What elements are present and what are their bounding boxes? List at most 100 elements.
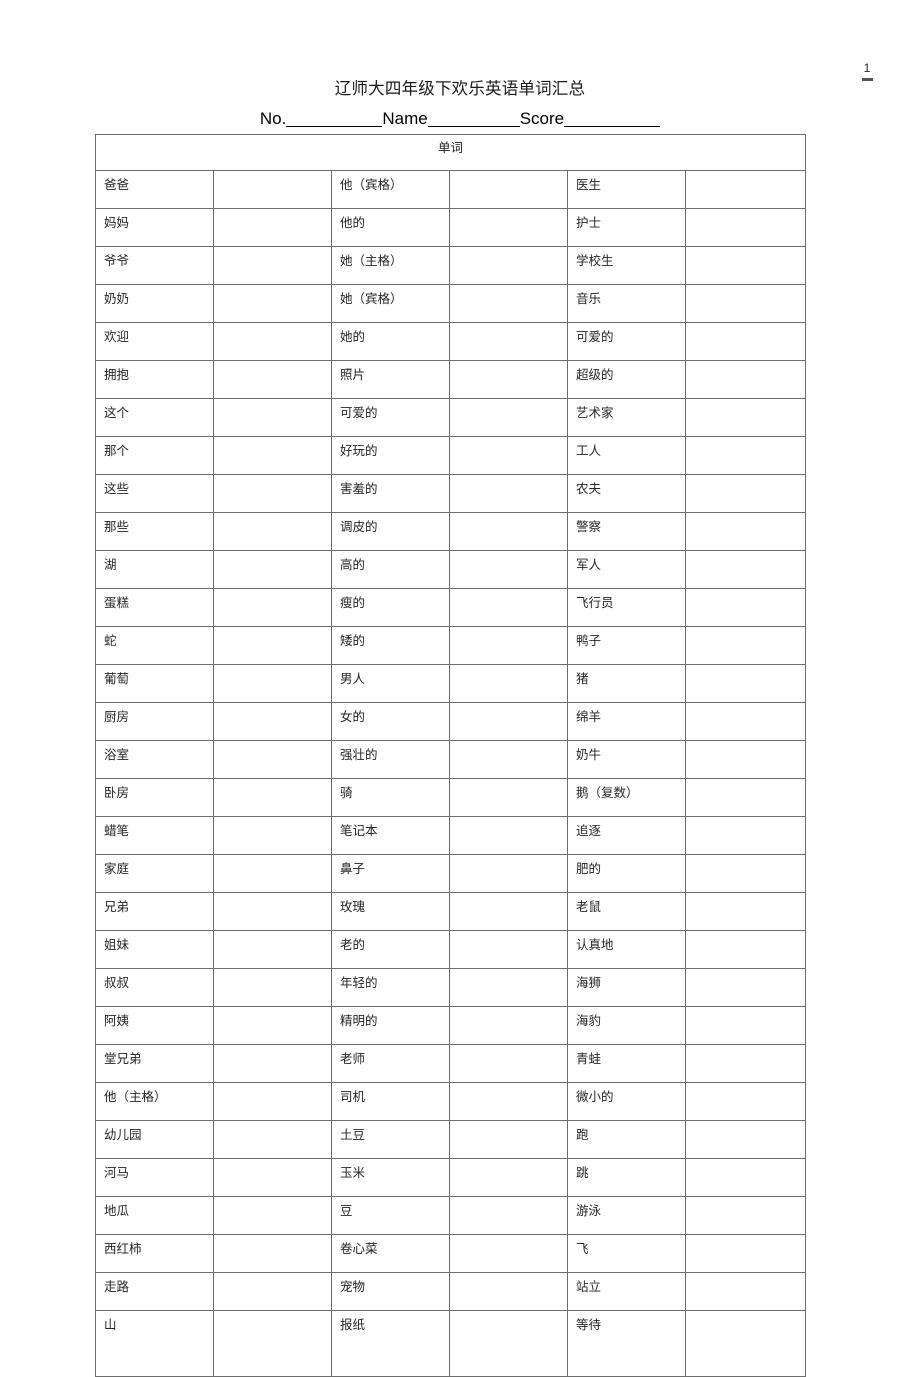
answer-cell[interactable] — [684, 1044, 807, 1083]
answer-cell[interactable] — [213, 322, 332, 361]
answer-cell[interactable] — [449, 588, 568, 627]
answer-cell[interactable] — [684, 664, 807, 703]
answer-cell[interactable] — [213, 588, 332, 627]
answer-cell[interactable] — [449, 930, 568, 969]
answer-cell[interactable] — [449, 778, 568, 817]
answer-cell[interactable] — [213, 664, 332, 703]
answer-cell[interactable] — [449, 702, 568, 741]
answer-cell[interactable] — [213, 436, 332, 475]
answer-cell[interactable] — [449, 854, 568, 893]
answer-cell[interactable] — [213, 170, 332, 209]
answer-cell[interactable] — [684, 322, 807, 361]
answer-cell[interactable] — [449, 398, 568, 437]
answer-cell[interactable] — [213, 1272, 332, 1311]
answer-cell[interactable] — [684, 550, 807, 589]
answer-cell[interactable] — [213, 1196, 332, 1235]
answer-cell[interactable] — [449, 322, 568, 361]
answer-cell[interactable] — [684, 930, 807, 969]
answer-cell[interactable] — [449, 1158, 568, 1197]
answer-cell[interactable] — [684, 1234, 807, 1273]
answer-cell[interactable] — [213, 930, 332, 969]
answer-cell[interactable] — [684, 1158, 807, 1197]
answer-cell[interactable] — [684, 778, 807, 817]
answer-cell[interactable] — [213, 284, 332, 323]
answer-cell[interactable] — [213, 208, 332, 247]
answer-cell[interactable] — [684, 170, 807, 209]
table-row: 河马 玉米 跳 — [95, 1158, 807, 1197]
answer-cell[interactable] — [449, 436, 568, 475]
answer-cell[interactable] — [213, 968, 332, 1007]
answer-cell[interactable] — [449, 740, 568, 779]
table-row: 湖 高的 军人 — [95, 550, 807, 589]
answer-cell[interactable] — [213, 816, 332, 855]
answer-cell[interactable] — [684, 1082, 807, 1121]
answer-cell[interactable] — [684, 512, 807, 551]
answer-cell[interactable] — [449, 360, 568, 399]
answer-cell[interactable] — [449, 1196, 568, 1235]
answer-cell[interactable] — [213, 550, 332, 589]
answer-cell[interactable] — [213, 854, 332, 893]
word-cell: 海狮 — [567, 968, 686, 1007]
answer-cell[interactable] — [449, 474, 568, 513]
answer-cell[interactable] — [213, 1006, 332, 1045]
answer-cell[interactable] — [684, 284, 807, 323]
answer-cell[interactable] — [684, 398, 807, 437]
answer-cell[interactable] — [213, 1158, 332, 1197]
answer-cell[interactable] — [684, 588, 807, 627]
answer-cell[interactable] — [449, 664, 568, 703]
answer-cell[interactable] — [684, 854, 807, 893]
answer-cell[interactable] — [684, 702, 807, 741]
answer-cell[interactable] — [213, 702, 332, 741]
answer-cell[interactable] — [684, 1310, 807, 1377]
answer-cell[interactable] — [684, 474, 807, 513]
answer-cell[interactable] — [213, 740, 332, 779]
answer-cell[interactable] — [449, 1006, 568, 1045]
answer-cell[interactable] — [684, 626, 807, 665]
answer-cell[interactable] — [449, 246, 568, 285]
answer-cell[interactable] — [449, 1120, 568, 1159]
answer-cell[interactable] — [213, 1082, 332, 1121]
answer-cell[interactable] — [449, 170, 568, 209]
answer-cell[interactable] — [449, 1234, 568, 1273]
answer-cell[interactable] — [449, 550, 568, 589]
answer-cell[interactable] — [449, 1044, 568, 1083]
answer-cell[interactable] — [684, 1196, 807, 1235]
answer-cell[interactable] — [213, 398, 332, 437]
answer-cell[interactable] — [449, 1082, 568, 1121]
answer-cell[interactable] — [449, 816, 568, 855]
answer-cell[interactable] — [684, 1272, 807, 1311]
answer-cell[interactable] — [684, 968, 807, 1007]
answer-cell[interactable] — [213, 1234, 332, 1273]
answer-cell[interactable] — [449, 892, 568, 931]
answer-cell[interactable] — [449, 626, 568, 665]
word-cell: 猪 — [567, 664, 686, 703]
answer-cell[interactable] — [684, 1120, 807, 1159]
no-blank[interactable] — [286, 109, 383, 127]
answer-cell[interactable] — [684, 436, 807, 475]
answer-cell[interactable] — [213, 1044, 332, 1083]
answer-cell[interactable] — [684, 740, 807, 779]
answer-cell[interactable] — [449, 1272, 568, 1311]
answer-cell[interactable] — [684, 1006, 807, 1045]
answer-cell[interactable] — [684, 892, 807, 931]
answer-cell[interactable] — [213, 1120, 332, 1159]
answer-cell[interactable] — [449, 208, 568, 247]
answer-cell[interactable] — [449, 284, 568, 323]
answer-cell[interactable] — [684, 360, 807, 399]
answer-cell[interactable] — [684, 816, 807, 855]
answer-cell[interactable] — [213, 892, 332, 931]
answer-cell[interactable] — [213, 474, 332, 513]
answer-cell[interactable] — [449, 512, 568, 551]
answer-cell[interactable] — [449, 968, 568, 1007]
name-blank[interactable] — [427, 109, 520, 127]
answer-cell[interactable] — [449, 1310, 568, 1377]
answer-cell[interactable] — [684, 208, 807, 247]
answer-cell[interactable] — [213, 626, 332, 665]
answer-cell[interactable] — [684, 246, 807, 285]
score-blank[interactable] — [564, 109, 661, 127]
answer-cell[interactable] — [213, 512, 332, 551]
answer-cell[interactable] — [213, 1310, 332, 1377]
answer-cell[interactable] — [213, 360, 332, 399]
answer-cell[interactable] — [213, 246, 332, 285]
answer-cell[interactable] — [213, 778, 332, 817]
